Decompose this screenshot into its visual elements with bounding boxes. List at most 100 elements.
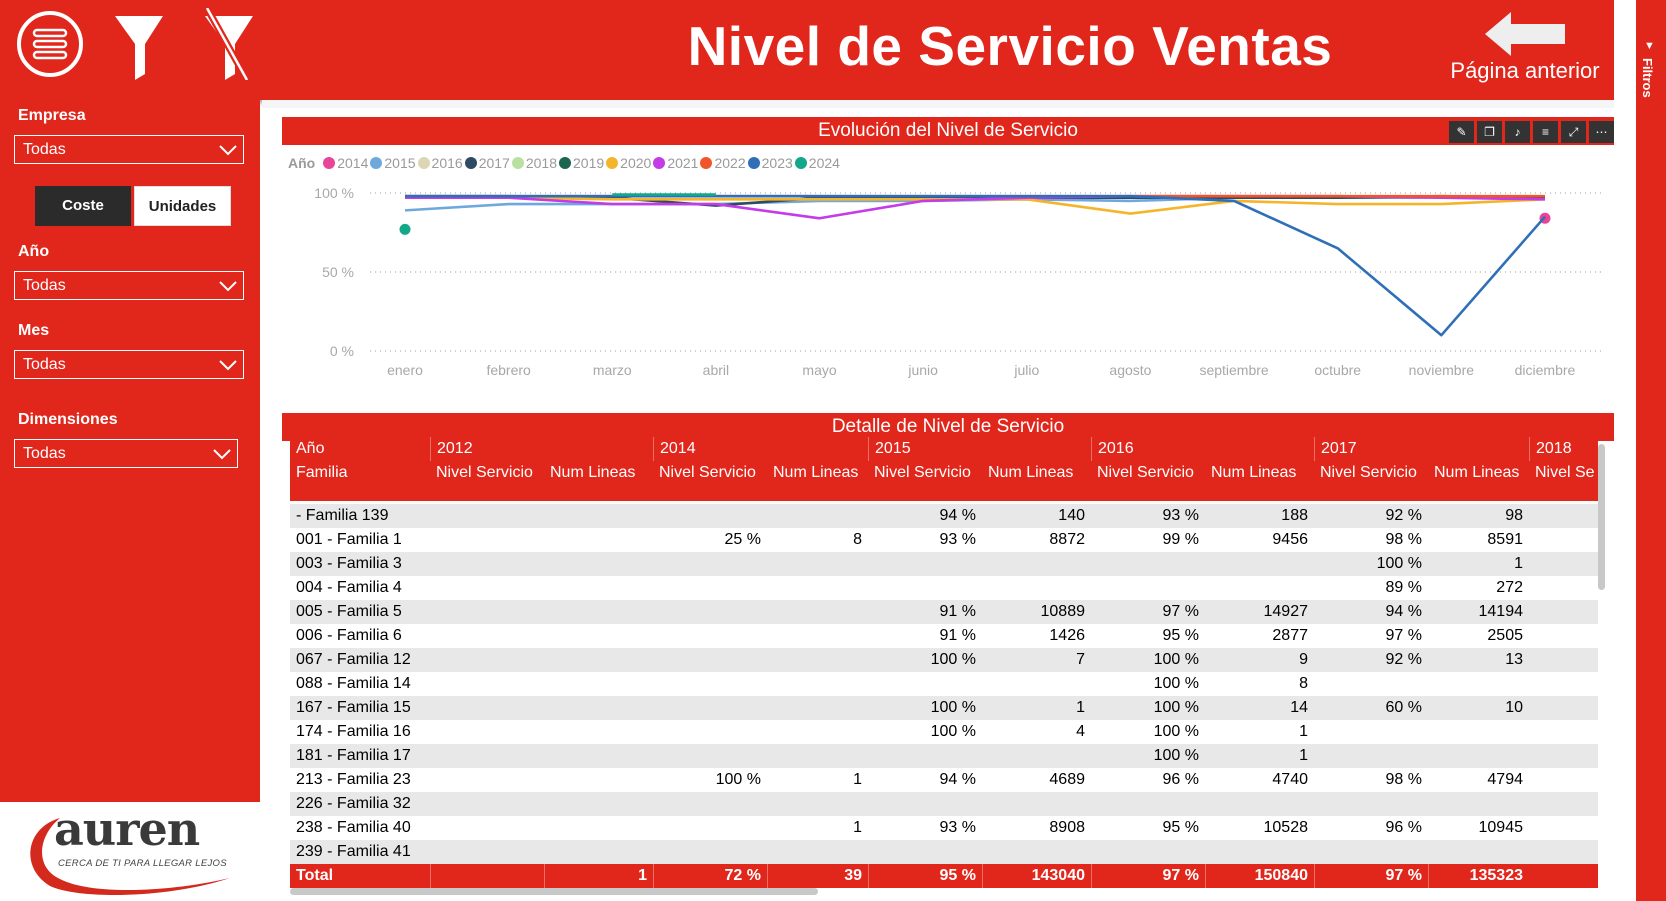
cut-cell: [1529, 696, 1598, 720]
table-row[interactable]: 239 - Familia 41: [290, 840, 1598, 864]
x-tick-label: enero: [387, 362, 423, 378]
total-nivel-cell: 95 %: [868, 864, 982, 888]
table-row[interactable]: 167 - Familia 15 100 % 1 100 % 14 60 % 10: [290, 696, 1598, 720]
legend-item-2017[interactable]: 2017: [464, 155, 510, 171]
nivel-servicio-cell: [1091, 576, 1205, 600]
num-lineas-cell: [1205, 792, 1314, 816]
num-lineas-cell: 4689: [1049, 771, 1085, 788]
nivel-servicio-cell: 100 %: [930, 723, 976, 740]
legend-item-2019[interactable]: 2019: [559, 155, 604, 171]
num-lineas-cell: 1426: [1049, 627, 1085, 644]
num-lineas-header: Num Lineas: [988, 464, 1074, 481]
table-horizontal-scrollbar[interactable]: [290, 888, 818, 895]
legend-item-2020[interactable]: 2020: [606, 155, 651, 171]
num-lineas-cell: 1: [853, 819, 862, 836]
legend-label: 2015: [384, 155, 416, 171]
table-row[interactable]: 005 - Familia 5 91 % 10889 97 % 14927 94 % 141…: [290, 600, 1598, 624]
legend-item-2018[interactable]: 2018: [511, 155, 557, 171]
copy-icon[interactable]: ❐: [1477, 121, 1502, 143]
filter-visual-icon[interactable]: ≡: [1533, 121, 1558, 143]
nivel-servicio-cell: [653, 696, 767, 720]
num-lineas-cell: 8: [1299, 675, 1308, 692]
table-row[interactable]: 181 - Familia 17 100 % 1: [290, 744, 1598, 768]
total-nivel-cell: 97 %: [1091, 864, 1205, 888]
family-name: 067 - Familia 12: [296, 651, 411, 668]
table-header-years[interactable]: Año 2012 2014 2015 2016 2017 2018: [290, 437, 1598, 463]
table-header-measures[interactable]: Familia Nivel Servicio Num Lineas Nivel Ser…: [290, 461, 1598, 501]
coste-toggle[interactable]: Coste: [35, 186, 131, 226]
filters-label[interactable]: Filtros: [1640, 58, 1655, 98]
line-chart[interactable]: 100 % 50 % 0 % enero febrero marzo abril mayo ju…: [282, 175, 1614, 385]
table-row[interactable]: 001 - Familia 1 25 % 8 93 % 8872 99 % 9456 98 %…: [290, 528, 1598, 552]
cut-cell: [1529, 528, 1598, 552]
cut-cell: [1529, 576, 1598, 600]
num-lineas-cell: [767, 648, 868, 672]
num-lineas-cell: 8908: [1049, 819, 1085, 836]
nivel-servicio-cell: 100 %: [1153, 723, 1199, 740]
table-total-row[interactable]: Total 1 72 % 39 95 % 143040 97 % 150840 97 % 1353…: [290, 864, 1598, 888]
nivel-servicio-cell: [430, 648, 544, 672]
table-row[interactable]: - Familia 139 94 % 140 93 % 188 92 % 98: [290, 504, 1598, 528]
legend-item-2015[interactable]: 2015: [370, 155, 416, 171]
more-options-icon[interactable]: ⋯: [1589, 121, 1614, 143]
menu-icon[interactable]: [14, 8, 86, 80]
nivel-servicio-cell: 92 %: [1385, 651, 1422, 668]
legend-item-2024[interactable]: 2024: [794, 155, 840, 171]
legend-item-2014[interactable]: 2014: [323, 155, 368, 171]
back-arrow-icon[interactable]: [1485, 12, 1567, 56]
family-name: 226 - Familia 32: [296, 795, 411, 812]
nivel-servicio-cell: 99 %: [1162, 531, 1199, 548]
table-row[interactable]: 174 - Familia 16 100 % 4 100 % 1: [290, 720, 1598, 744]
legend-dot: [323, 157, 336, 169]
table-row[interactable]: 003 - Familia 3 100 % 1: [290, 552, 1598, 576]
num-lineas-cell: [982, 840, 1091, 864]
legend-label: 2022: [714, 155, 746, 171]
clear-filter-icon[interactable]: [193, 6, 265, 82]
nivel-servicio-cell: [430, 672, 544, 696]
table-row[interactable]: 238 - Familia 40 1 93 % 8908 95 % 10528 96 % 10…: [290, 816, 1598, 840]
empresa-select[interactable]: Todas: [14, 135, 244, 164]
cut-cell: [1529, 672, 1598, 696]
alert-bell-icon[interactable]: ♪: [1505, 121, 1530, 143]
legend-item-2016[interactable]: 2016: [417, 155, 463, 171]
table-vertical-scrollbar[interactable]: [1598, 444, 1605, 590]
legend-label: 2016: [431, 155, 463, 171]
family-name: 239 - Familia 41: [296, 843, 411, 860]
table-row[interactable]: 213 - Familia 23 100 % 1 94 % 4689 96 % 4740 98…: [290, 768, 1598, 792]
back-button[interactable]: Página anterior: [1450, 58, 1600, 83]
nivel-servicio-cell: [430, 552, 544, 576]
legend-label: 2017: [478, 155, 510, 171]
focus-mode-icon[interactable]: ⤢: [1561, 121, 1586, 143]
unidades-toggle[interactable]: Unidades: [134, 186, 231, 226]
num-lineas-cell: [544, 768, 653, 792]
mes-select[interactable]: Todas: [14, 350, 244, 379]
total-label: Total: [296, 867, 334, 884]
pin-icon[interactable]: ✎: [1449, 121, 1474, 143]
x-tick-label: noviembre: [1409, 362, 1475, 378]
table-row[interactable]: 088 - Familia 14 100 % 8: [290, 672, 1598, 696]
ano-select[interactable]: Todas: [14, 271, 244, 300]
filter-small-icon[interactable]: ▼: [1644, 40, 1655, 52]
table-row[interactable]: 006 - Familia 6 91 % 1426 95 % 2877 97 % 2505: [290, 624, 1598, 648]
num-lineas-cell: [544, 696, 653, 720]
num-lineas-cell: 10945: [1478, 819, 1524, 836]
num-lineas-cell: [1428, 720, 1529, 744]
num-lineas-cell: [767, 504, 868, 528]
table-row[interactable]: 226 - Familia 32: [290, 792, 1598, 816]
legend-item-2021[interactable]: 2021: [653, 155, 698, 171]
legend-label: 2018: [525, 155, 557, 171]
dimensiones-select[interactable]: Todas: [14, 439, 238, 468]
num-lineas-cell: [1205, 552, 1314, 576]
filters-pane[interactable]: [1636, 0, 1666, 901]
legend-item-2022[interactable]: 2022: [700, 155, 746, 171]
table-row[interactable]: 067 - Familia 12 100 % 7 100 % 9 92 % 13: [290, 648, 1598, 672]
num-lineas-cell: 14927: [1263, 603, 1309, 620]
table-row[interactable]: 004 - Familia 4 89 % 272: [290, 576, 1598, 600]
total-lineas-cell: 135323: [1428, 864, 1529, 888]
nivel-servicio-cell: [653, 576, 767, 600]
legend-item-2023[interactable]: 2023: [747, 155, 793, 171]
num-lineas-cell: [544, 600, 653, 624]
filter-icon[interactable]: [103, 8, 175, 80]
num-lineas-cell: 4794: [1487, 771, 1523, 788]
total-nivel-cell: 97 %: [1314, 864, 1428, 888]
